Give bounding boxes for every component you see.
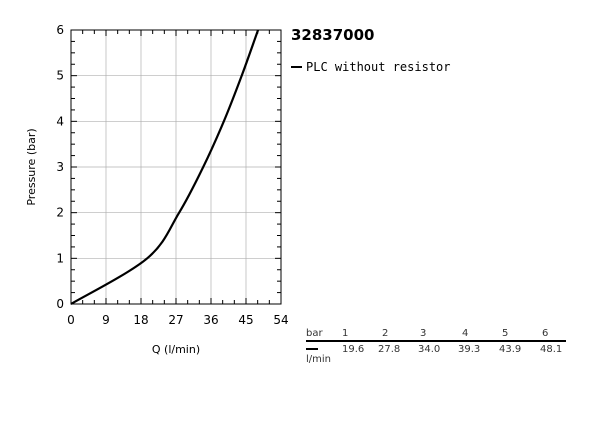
plot-frame <box>70 29 282 305</box>
legend-line-icon <box>291 66 302 68</box>
x-tick-label: 36 <box>203 313 218 327</box>
pressure-cell: 5 <box>502 328 509 339</box>
x-axis-label: Q (l/min) <box>152 343 200 356</box>
y-tick-label: 5 <box>56 69 64 83</box>
flow-cell: 43.9 <box>499 344 522 355</box>
table-series-line-icon <box>306 348 318 350</box>
flow-cell: 34.0 <box>418 344 441 355</box>
grid-lines <box>70 29 282 305</box>
x-tick-label: 45 <box>238 313 253 327</box>
x-tick-label: 9 <box>102 313 110 327</box>
y-tick-label: 4 <box>56 114 64 128</box>
x-tick-label: 27 <box>168 313 183 327</box>
x-tick-labels: 0 9 18 27 36 45 54 <box>67 313 288 327</box>
pressure-row: bar 1 2 3 4 5 6 <box>306 328 566 340</box>
pressure-cell: 3 <box>420 328 427 339</box>
pressure-header: bar <box>306 328 323 339</box>
pressure-cell: 4 <box>462 328 469 339</box>
y-tick-label: 3 <box>56 160 64 174</box>
flow-row: 19.6 27.8 34.0 39.3 43.9 48.1 l/min <box>306 342 566 365</box>
y-tick-label: 6 <box>56 23 64 37</box>
x-tick-label: 18 <box>133 313 148 327</box>
flow-cell: 27.8 <box>378 344 401 355</box>
y-tick-label: 2 <box>56 206 64 220</box>
series-line-plc-without-resistor <box>70 29 260 305</box>
pressure-cell: 1 <box>342 328 349 339</box>
table-rule <box>306 340 566 342</box>
y-axis-label: Pressure (bar) <box>25 128 38 205</box>
flow-cell: 48.1 <box>540 344 563 355</box>
product-code: 32837000 <box>291 26 375 44</box>
flow-cell: 19.6 <box>342 344 365 355</box>
y-tick-labels: 0 1 2 3 4 5 6 <box>56 23 64 311</box>
y-tick-label: 1 <box>56 251 64 265</box>
x-tick-label: 0 <box>67 313 75 327</box>
unit-label: l/min <box>306 354 332 365</box>
x-tick-label: 54 <box>273 313 288 327</box>
flow-cell: 39.3 <box>458 344 481 355</box>
flow-table: bar 1 2 3 4 5 6 19.6 27.8 34.0 39.3 43.9… <box>306 328 566 365</box>
pressure-cell: 2 <box>382 328 389 339</box>
legend: PLC without resistor <box>291 60 451 74</box>
y-tick-label: 0 <box>56 297 64 311</box>
pressure-cell: 6 <box>542 328 549 339</box>
legend-label: PLC without resistor <box>306 60 451 74</box>
